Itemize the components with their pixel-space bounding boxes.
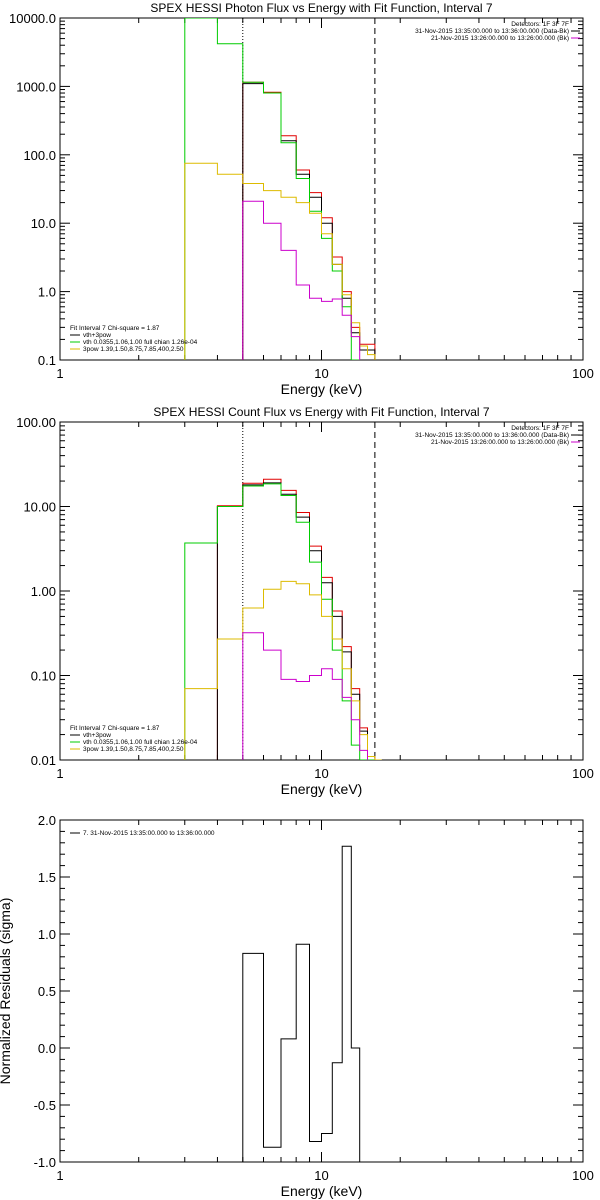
legend-entry: vth+3pow xyxy=(83,332,111,339)
y-tick-label: 10.0 xyxy=(31,216,56,231)
y-tick-label: 0.0 xyxy=(38,1041,56,1056)
y-tick-label: 0.10 xyxy=(31,669,56,684)
x-tick-label: 100 xyxy=(572,366,594,381)
chart-title: SPEX HESSI Photon Flux vs Energy with Fi… xyxy=(150,1,492,15)
legend-entry: Fit Interval 7 Chi-square = 1.87 xyxy=(70,725,160,732)
y-tick-label: 0.01 xyxy=(31,753,56,768)
chart-title: SPEX HESSI Count Flux vs Energy with Fit… xyxy=(153,405,489,419)
y-tick-label: 10000.0 xyxy=(9,11,56,26)
legend-entry: vth 0.0355,1.06,1.00 full chian 1.26e-04 xyxy=(83,739,198,746)
plot-panel-1: SPEX HESSI Photon Flux vs Energy with Fi… xyxy=(9,1,594,397)
x-tick-label: 10 xyxy=(314,1168,328,1183)
series-vth-line xyxy=(184,483,375,760)
legend-entry: vth 0.0355,1.06,1.00 full chian 1.26e-04 xyxy=(83,339,198,346)
y-tick-label: 1.0 xyxy=(38,285,56,300)
x-axis-label: Energy (keV) xyxy=(281,1183,363,1199)
series-vth-3pow-line xyxy=(242,83,376,360)
x-axis-label: Energy (keV) xyxy=(281,781,363,797)
y-tick-label: 1.00 xyxy=(31,584,56,599)
y-tick-label: 100.0 xyxy=(23,148,56,163)
y-tick-label: 100.00 xyxy=(16,415,56,430)
axes-frame xyxy=(59,819,584,1163)
x-tick-label: 100 xyxy=(572,1168,594,1183)
series-7-31-nov-2015-13-35-00-000-to-13-36-00-000-line xyxy=(242,845,375,1162)
y-tick-label: -0.5 xyxy=(34,1098,56,1113)
series-bk-line xyxy=(242,200,361,360)
y-tick-label: 1.0 xyxy=(38,927,56,942)
legend-entry: vth+3pow xyxy=(83,732,111,739)
y-tick-label: 1000.0 xyxy=(16,79,56,94)
x-tick-label: 1 xyxy=(56,1168,63,1183)
y-tick-label: 2.0 xyxy=(38,813,56,828)
y-tick-label: -1.0 xyxy=(34,1155,56,1170)
legend-entry: 3pow 1.39,1.50,8.75,7.85,400,2.50 xyxy=(83,346,184,353)
series-data-bk-line xyxy=(242,81,376,360)
header-line: Detectors: 1F 3F 7F xyxy=(511,21,569,28)
series-3pow-line xyxy=(184,162,376,360)
y-tick-label: 10.00 xyxy=(23,500,56,515)
y-axis-label: Normalized Residuals (sigma) xyxy=(0,898,13,1085)
plot-panel-2: SPEX HESSI Count Flux vs Energy with Fit… xyxy=(16,405,594,797)
x-tick-label: 10 xyxy=(314,766,328,781)
x-axis-label: Energy (keV) xyxy=(281,381,363,397)
plot-panel-3: 1 10 100 Energy (keV) -1.0 -0.5 0.0 0.5 1.0 1.5 2.… xyxy=(0,813,594,1199)
legend-entry: Fit Interval 7 Chi-square = 1.87 xyxy=(70,325,160,332)
legend-entry: 7. 31-Nov-2015 13:35:00.000 to 13:36:00.… xyxy=(83,830,215,837)
header-line: Detectors: 1F 3F 7F xyxy=(511,425,569,432)
series-vth-line xyxy=(184,18,360,360)
header-line: 21-Nov-2015 13:26:00.000 to 13:26:00.000… xyxy=(431,35,569,42)
y-tick-label: 1.5 xyxy=(38,870,56,885)
legend-entry: 3pow 1.39,1.50,8.75,7.85,400,2.50 xyxy=(83,746,184,753)
x-tick-label: 10 xyxy=(314,366,328,381)
x-tick-label: 100 xyxy=(572,766,594,781)
x-tick-label: 1 xyxy=(56,766,63,781)
series-bk-line xyxy=(242,632,368,760)
header-line: 21-Nov-2015 13:26:00.000 to 13:26:00.000… xyxy=(431,439,569,446)
header-line: 31-Nov-2015 13:35:00.000 to 13:36:00.000… xyxy=(415,28,569,35)
y-tick-label: 0.1 xyxy=(38,353,56,368)
series-3pow-line xyxy=(184,580,382,760)
axes-frame xyxy=(59,17,584,361)
y-tick-label: 0.5 xyxy=(38,984,56,999)
x-tick-label: 1 xyxy=(56,366,63,381)
header-line: 31-Nov-2015 13:35:00.000 to 13:36:00.000… xyxy=(415,432,569,439)
